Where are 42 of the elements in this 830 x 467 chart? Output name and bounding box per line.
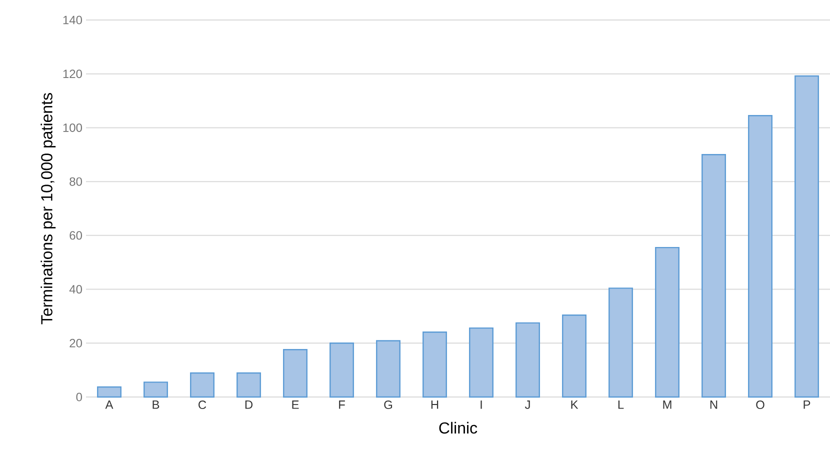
bar <box>422 332 447 398</box>
x-axis-title: Clinic <box>439 422 478 434</box>
y-tick-label: 100 <box>63 123 82 132</box>
x-tick-label: F <box>339 400 345 409</box>
x-tick-label: H <box>431 400 438 409</box>
x-tick-label: K <box>571 400 578 409</box>
bar <box>608 288 633 398</box>
x-tick-label: E <box>292 400 299 409</box>
y-tick-label: 80 <box>70 177 82 186</box>
y-axis-title: Terminations per 10,000 patients <box>40 93 56 324</box>
bar <box>469 327 494 398</box>
x-tick-label: D <box>245 400 253 409</box>
bar <box>144 382 168 398</box>
bar <box>516 322 540 398</box>
y-tick-label: 0 <box>76 392 82 402</box>
bar <box>97 386 122 398</box>
y-tick-label: 20 <box>70 338 82 348</box>
x-tick-label: N <box>710 400 718 409</box>
x-tick-label: C <box>198 400 206 410</box>
x-tick-label: O <box>756 400 764 410</box>
y-tick-label: 140 <box>63 16 82 24</box>
bar <box>190 372 214 398</box>
bar <box>376 340 400 398</box>
bar <box>702 154 726 398</box>
x-tick-label: M <box>663 400 672 409</box>
x-tick-label: J <box>524 400 530 409</box>
x-tick-label: I <box>480 400 482 409</box>
y-tick-label: 40 <box>69 285 82 294</box>
bar <box>748 115 772 398</box>
y-tick-label: 120 <box>63 70 82 78</box>
y-tick-label: 60 <box>70 231 82 240</box>
x-tick-label: L <box>618 400 624 409</box>
bar <box>562 314 586 398</box>
bar <box>330 342 354 398</box>
bar <box>283 349 308 398</box>
x-tick-label: A <box>105 400 114 409</box>
bar <box>236 372 261 398</box>
bar <box>655 246 680 398</box>
x-tick-label: B <box>152 400 160 409</box>
x-tick-label: G <box>384 400 392 410</box>
bar <box>794 75 819 398</box>
x-tick-label: P <box>804 400 810 409</box>
